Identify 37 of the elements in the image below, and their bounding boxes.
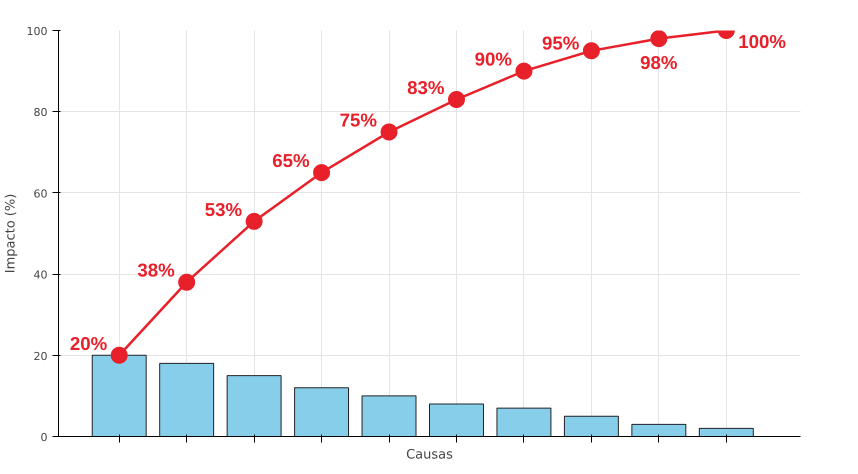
bar (429, 404, 484, 436)
data-label: 95% (542, 32, 580, 54)
y-tick-label: 40 (34, 268, 48, 282)
bar (294, 387, 350, 436)
bar (226, 375, 282, 436)
data-label: 90% (474, 48, 512, 70)
data-label: 98% (640, 52, 678, 74)
bar (362, 395, 417, 436)
bar (92, 354, 147, 436)
y-axis-title: Impacto (%) (4, 194, 19, 274)
y-tick-label: 0 (40, 431, 48, 444)
point (246, 212, 263, 230)
data-label: 75% (340, 110, 378, 130)
y-tick-label: 80 (34, 106, 48, 120)
y-tick-label: 60 (34, 187, 48, 200)
y-tick-label: 100 (26, 25, 48, 38)
data-label: 100% (738, 31, 786, 52)
x-axis-title: Causas (406, 448, 454, 462)
bar (496, 408, 552, 436)
data-label: 20% (70, 332, 108, 354)
bar (564, 416, 619, 436)
data-label: 53% (204, 198, 243, 220)
bar (159, 362, 214, 436)
point (178, 274, 196, 291)
point (313, 164, 330, 182)
data-label: 65% (272, 150, 310, 172)
bar (631, 424, 686, 436)
bar (698, 428, 754, 436)
point (110, 346, 128, 364)
point (380, 124, 398, 140)
point (448, 91, 465, 108)
data-label: 83% (407, 77, 445, 98)
point (650, 30, 668, 48)
point (515, 62, 532, 80)
y-tick-label: 20 (34, 350, 48, 363)
data-label: 38% (137, 260, 176, 281)
point (582, 42, 600, 60)
